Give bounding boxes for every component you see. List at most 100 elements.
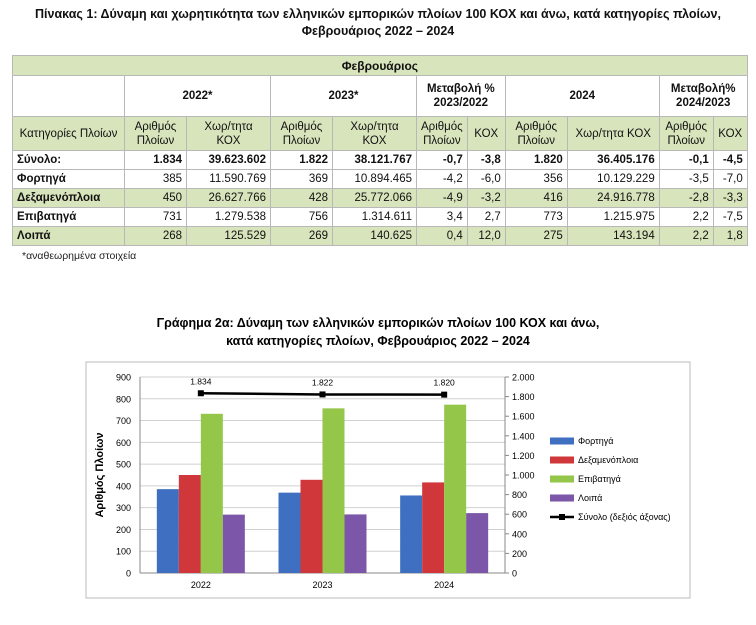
table-cell: 268	[124, 226, 187, 246]
table-cell: 143.194	[566, 226, 660, 246]
group-header: 2024	[504, 75, 660, 117]
legend-label: Δεξαμενόπλοια	[578, 455, 638, 465]
data-label: 1.820	[434, 378, 456, 388]
table-cell: 369	[270, 169, 333, 189]
table-cell: -3,3	[712, 188, 748, 208]
data-label: 1.834	[190, 376, 212, 386]
table-cell: 25.772.066	[332, 188, 417, 208]
y-tick-label: 200	[116, 525, 131, 535]
data-label: 1.822	[312, 377, 334, 387]
y2-tick-label: 1.000	[512, 471, 535, 481]
y-tick-label: 700	[116, 416, 131, 426]
table-cell: 10.129.229	[566, 169, 660, 189]
y2-tick-label: 600	[512, 510, 527, 520]
column-header: Χωρ/τητα ΚΟΧ	[332, 116, 417, 151]
y2-tick-label: 2.000	[512, 373, 535, 383]
bar	[322, 408, 345, 573]
chart-frame	[85, 361, 691, 599]
table-cell: -6,0	[466, 169, 506, 189]
table-title: Πίνακας 1: Δύναμη και χωρητικότητα των ε…	[0, 6, 756, 40]
legend-swatch	[550, 456, 574, 464]
title-line: Πίνακας 1: Δύναμη και χωρητικότητα των ε…	[35, 7, 721, 21]
bar	[222, 514, 245, 573]
y2-tick-label: 200	[512, 549, 527, 559]
bar	[344, 514, 367, 573]
bar	[200, 413, 223, 573]
table-cell: 12,0	[466, 226, 506, 246]
table-cell: Φορτηγά	[12, 169, 125, 189]
table-cell: Λοιπά	[12, 226, 125, 246]
column-header: ΚΟΧ	[712, 116, 748, 151]
legend-label: Σύνολο (δεξιός άξονας)	[578, 512, 671, 522]
chart-title: Γράφημα 2α: Δύναμη των ελληνικών εμπορικ…	[157, 316, 600, 330]
y2-tick-label: 1.600	[512, 412, 535, 422]
x-tick-label: 2022	[191, 580, 211, 590]
title-line: Φεβρουάριος 2022 – 2024	[301, 24, 455, 38]
table-cell: 1,8	[712, 226, 748, 246]
data-row: Λοιπά 268 125.529 269 140.625 0,4 12,0 275 143.1…	[12, 226, 748, 246]
table-cell: -2,8	[658, 188, 714, 208]
column-header: ΚΟΧ	[466, 116, 506, 151]
table-cell: -4,9	[416, 188, 468, 208]
y-tick-label: 0	[126, 569, 131, 579]
legend-label: Λοιπά	[578, 493, 602, 503]
y-tick-label: 900	[116, 373, 131, 383]
group-header-row: 2022* 2023* Μεταβολή % 2023/2022 2024 Μεταβο…	[12, 75, 748, 117]
group-header: Μεταβολή% 2024/2023	[658, 75, 748, 117]
table-cell: 2,2	[658, 226, 714, 246]
table-cell: 125.529	[186, 226, 271, 246]
y-tick-label: 100	[116, 547, 131, 557]
group-header: Μεταβολή % 2023/2022	[416, 75, 506, 117]
legend-swatch	[550, 475, 574, 483]
legend-label: Επιβατηγά	[578, 474, 621, 484]
y-axis-label: Αριθμός Πλοίων	[94, 432, 106, 517]
data-table: Φεβρουάριος 2022* 2023* Μεταβολή % 2023/202…	[12, 55, 748, 246]
table-cell: -7,0	[712, 169, 748, 189]
line-marker	[441, 391, 448, 398]
column-header: Χωρ/τητα ΚΟΧ	[566, 116, 660, 151]
column-header: Αριθμός Πλοίων	[416, 116, 468, 151]
y2-tick-label: 1.200	[512, 451, 535, 461]
y2-tick-label: 800	[512, 490, 527, 500]
column-header: Χωρ/τητα ΚΟΧ	[186, 116, 271, 151]
legend-swatch	[550, 437, 574, 445]
line-marker	[197, 390, 204, 397]
data-row: Επιβατηγά 731 1.279.538 756 1.314.611 3,4 2,7 7…	[12, 207, 748, 227]
bar	[400, 495, 423, 573]
y-tick-label: 300	[116, 503, 131, 513]
table-cell: 26.627.766	[186, 188, 271, 208]
table-cell: 140.625	[332, 226, 417, 246]
chart-title: κατά κατηγορίες πλοίων, Φεβρουάριος 2022…	[226, 334, 530, 348]
caption-row: Φεβρουάριος	[12, 55, 748, 76]
y2-tick-label: 1.800	[512, 392, 535, 402]
data-row: Δεξαμενόπλοια 450 26.627.766 428 25.772.066-…	[12, 188, 748, 208]
table-cell: 450	[124, 188, 187, 208]
legend-label: Φορτηγά	[578, 436, 613, 446]
group-header: 2023*	[270, 75, 417, 117]
x-tick-label: 2024	[434, 580, 454, 590]
line-marker	[319, 391, 326, 398]
bar	[466, 513, 489, 573]
table-cell: 275	[504, 226, 568, 246]
table-cell: -3,2	[466, 188, 506, 208]
bar	[156, 489, 179, 573]
footnote: *αναθεωρημένα στοιχεία	[22, 250, 137, 262]
y2-tick-label: 1.400	[512, 431, 535, 441]
bar	[444, 404, 467, 573]
table-cell: 428	[270, 188, 333, 208]
y2-tick-label: 0	[512, 569, 517, 579]
y-tick-label: 800	[116, 394, 131, 404]
bar	[422, 482, 445, 573]
table-cell: Σύνολο:	[12, 150, 125, 170]
column-header-row: Κατηγορίες Πλοίων Αριθμός Πλοίων Χωρ/τητα …	[12, 116, 748, 151]
column-header: Κατηγορίες Πλοίων	[12, 116, 125, 151]
table-cell: -0,1	[658, 150, 714, 170]
legend-swatch	[550, 494, 574, 502]
bar	[178, 475, 201, 573]
table-cell: 24.916.778	[566, 188, 660, 208]
table-cell: 11.590.769	[186, 169, 271, 189]
legend-marker	[559, 514, 565, 520]
table-cell: Δεξαμενόπλοια	[12, 188, 125, 208]
